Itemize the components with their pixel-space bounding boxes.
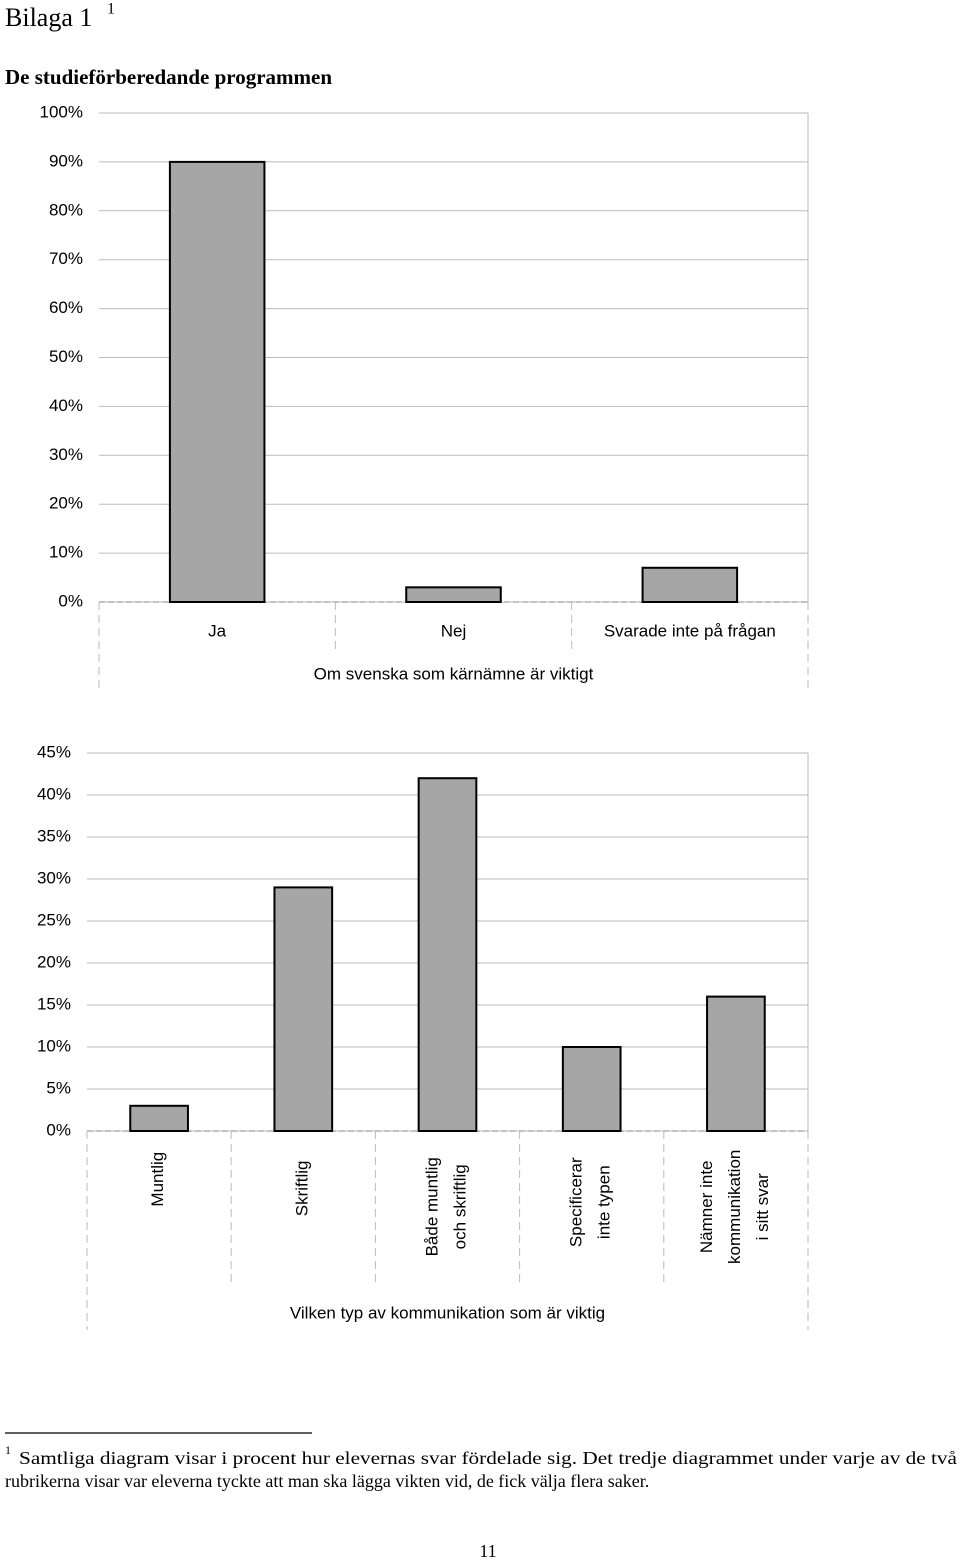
x-tick-label-line: inte typen bbox=[595, 1165, 614, 1239]
y-tick-label: 70% bbox=[49, 249, 83, 268]
y-tick-label: 0% bbox=[58, 591, 83, 610]
y-tick-label: 30% bbox=[49, 445, 83, 464]
y-tick-label: 20% bbox=[49, 494, 83, 513]
x-tick-label: Både muntlig och skriftlig bbox=[423, 1157, 470, 1256]
y-tick-label: 10% bbox=[49, 543, 83, 562]
section-title: De studieförberedande programmen bbox=[5, 65, 332, 89]
footnote-line: rubrikerna visar var eleverna tyckte att… bbox=[5, 1471, 649, 1491]
x-tick-label: Svarade inte på frågan bbox=[604, 621, 776, 640]
x-tick-label: Muntlig bbox=[149, 1152, 168, 1207]
x-tick-label-line: Specificerar bbox=[567, 1157, 586, 1247]
bar bbox=[168, 160, 266, 603]
x-tick-label-line: Muntlig bbox=[149, 1152, 168, 1207]
bar bbox=[129, 1104, 189, 1133]
x-tick-label: Ja bbox=[208, 621, 227, 640]
y-tick-label: 40% bbox=[49, 396, 83, 415]
page-number: 11 bbox=[479, 1541, 496, 1561]
x-tick-label: Nej bbox=[441, 621, 467, 640]
heading-note: 1 bbox=[107, 1, 115, 18]
y-tick-label: 40% bbox=[37, 784, 71, 803]
y-tick-label: 30% bbox=[37, 868, 71, 887]
y-tick-label: 60% bbox=[49, 298, 83, 317]
bar bbox=[417, 777, 478, 1132]
y-tick-label: 0% bbox=[46, 1120, 71, 1139]
bar bbox=[273, 886, 334, 1133]
x-tick-label: Nämner inte kommunikation i sitt svar bbox=[697, 1150, 772, 1264]
heading: Bilaga 1 bbox=[5, 3, 92, 32]
x-tick-label: Specificerar inte typen bbox=[567, 1157, 614, 1247]
bar bbox=[706, 995, 766, 1132]
x-axis-title: Vilken typ av kommunikation som är vikti… bbox=[290, 1303, 605, 1322]
bar bbox=[641, 566, 739, 604]
y-tick-label: 25% bbox=[37, 910, 71, 929]
footnote-line: Samtliga diagram visar i procent hur ele… bbox=[19, 1448, 957, 1468]
y-tick-label: 10% bbox=[37, 1036, 71, 1055]
bar bbox=[561, 1046, 622, 1132]
x-tick-label-line: kommunikation bbox=[725, 1150, 744, 1264]
x-axis-title: Om svenska som kärnämne är viktigt bbox=[314, 664, 594, 683]
y-tick-label: 5% bbox=[46, 1078, 71, 1097]
x-tick-label-line: Både muntlig bbox=[423, 1157, 442, 1256]
x-tick-label-line: i sitt svar bbox=[753, 1173, 772, 1240]
y-tick-label: 20% bbox=[37, 952, 71, 971]
y-tick-label: 100% bbox=[40, 102, 83, 121]
footnote-mark: 1 bbox=[5, 1443, 11, 1457]
x-tick-label: Skriftlig bbox=[293, 1161, 312, 1217]
y-tick-label: 15% bbox=[37, 994, 71, 1013]
x-tick-label-line: Skriftlig bbox=[293, 1161, 312, 1217]
y-tick-label: 35% bbox=[37, 826, 71, 845]
y-tick-label: 50% bbox=[49, 347, 83, 366]
bar bbox=[405, 586, 502, 604]
y-tick-label: 45% bbox=[37, 742, 71, 761]
x-tick-label-line: Nämner inte bbox=[697, 1160, 716, 1253]
y-tick-label: 90% bbox=[49, 151, 83, 170]
y-tick-label: 80% bbox=[49, 200, 83, 219]
x-tick-label-line: och skriftlig bbox=[451, 1164, 470, 1249]
